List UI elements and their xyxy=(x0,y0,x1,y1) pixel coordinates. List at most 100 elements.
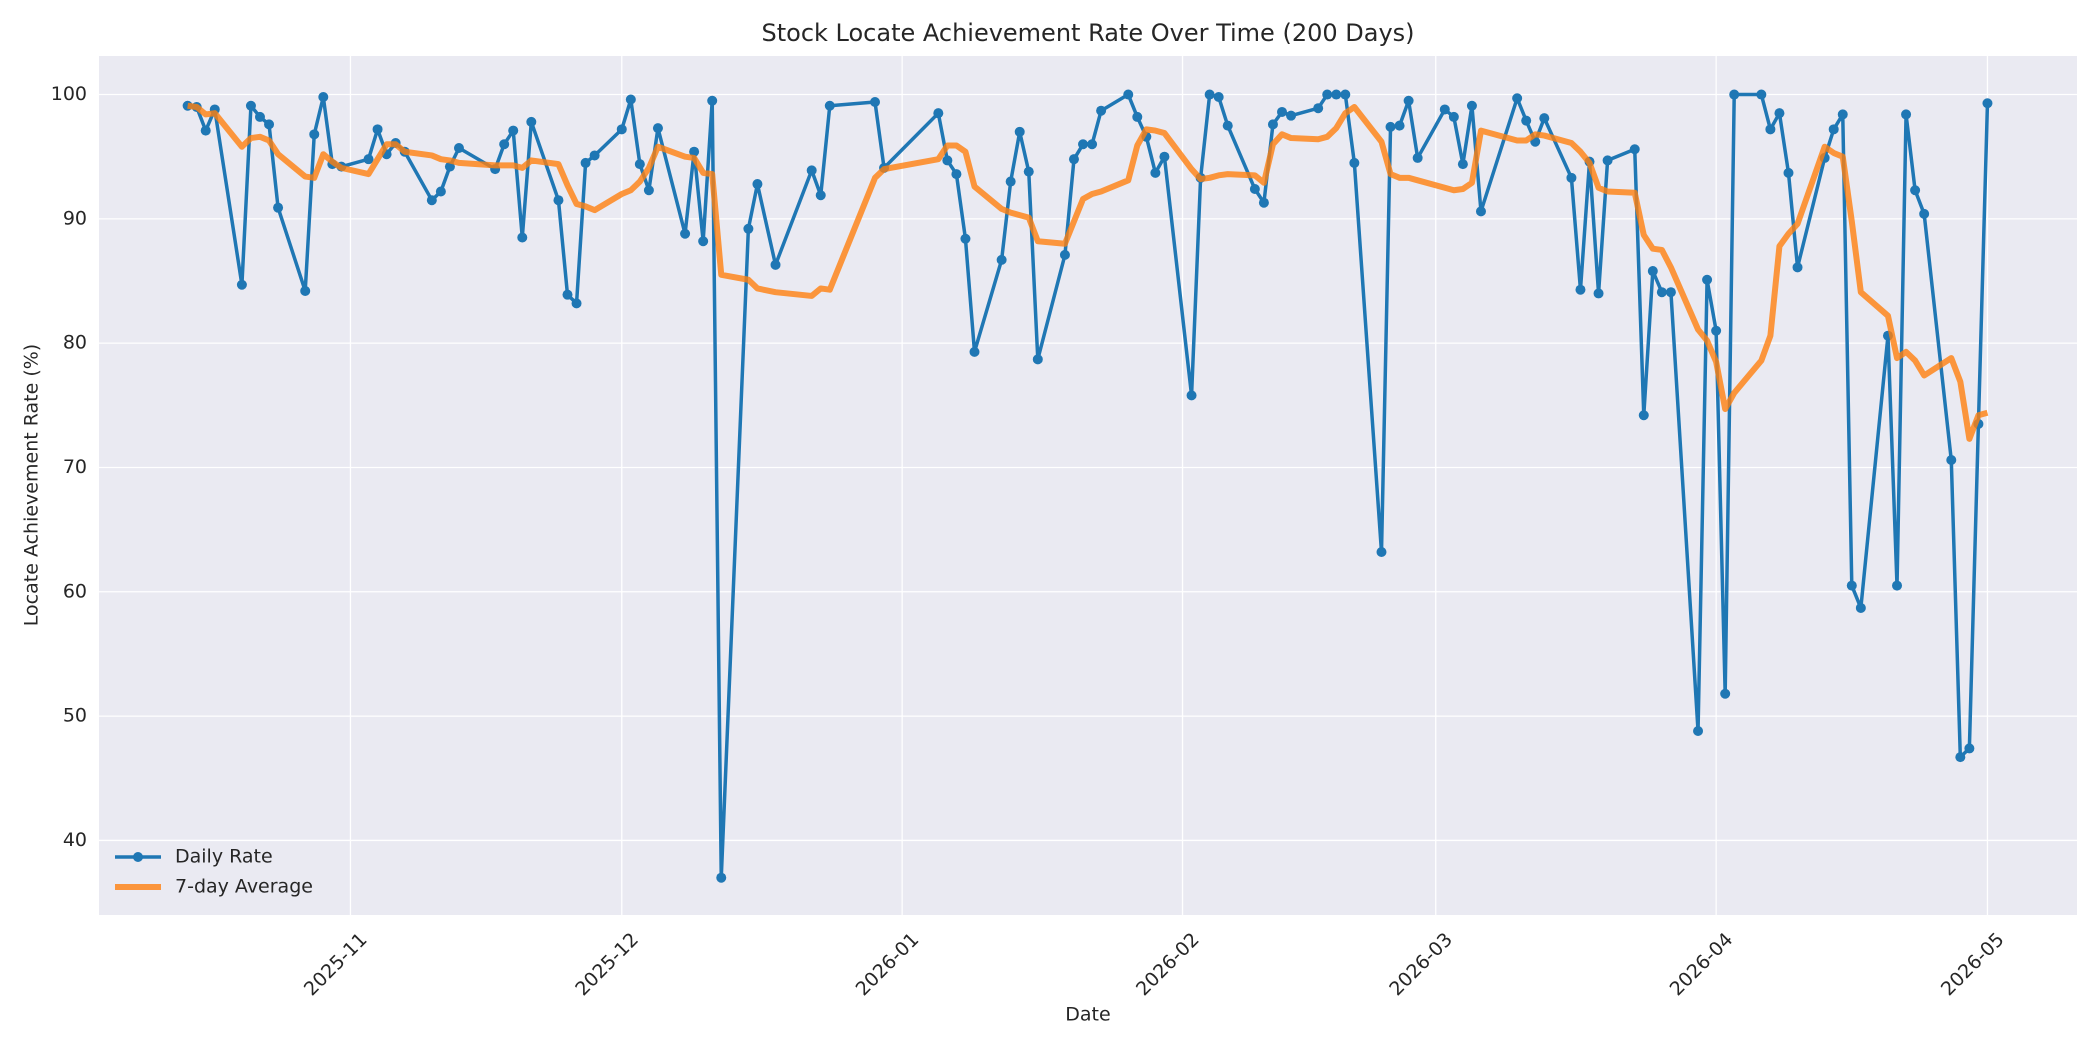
data-point xyxy=(1277,106,1288,117)
data-point xyxy=(716,872,727,883)
data-point xyxy=(300,285,311,296)
data-point xyxy=(1647,266,1658,277)
data-point xyxy=(1059,249,1070,260)
data-point xyxy=(1982,98,1993,109)
y-tick-label: 90 xyxy=(63,207,87,229)
y-tick-label: 50 xyxy=(63,705,87,727)
data-point xyxy=(372,124,383,135)
data-point xyxy=(1665,287,1676,298)
y-axis-label: Locate Achievement Rate (%) xyxy=(21,344,43,626)
data-point xyxy=(264,119,275,130)
data-point xyxy=(1376,547,1387,558)
data-point xyxy=(1946,455,1957,466)
data-point xyxy=(1340,89,1351,100)
data-point xyxy=(571,298,582,309)
data-point xyxy=(942,155,953,166)
data-point xyxy=(1711,325,1722,336)
data-point xyxy=(933,108,944,119)
data-point xyxy=(1512,93,1523,104)
data-point xyxy=(1204,89,1215,100)
data-point xyxy=(752,179,763,190)
chart-title: Stock Locate Achievement Rate Over Time … xyxy=(761,19,1414,47)
plot-area xyxy=(99,56,2077,915)
data-point xyxy=(1258,197,1269,208)
data-point xyxy=(824,100,835,111)
data-point xyxy=(1123,89,1134,100)
data-point xyxy=(996,254,1007,265)
data-point xyxy=(1846,580,1857,591)
data-point xyxy=(453,142,464,153)
data-point xyxy=(1602,155,1613,166)
data-point xyxy=(553,195,564,206)
data-point xyxy=(652,123,663,134)
data-point xyxy=(1792,262,1803,273)
data-point xyxy=(1693,726,1704,737)
data-point xyxy=(508,125,519,136)
data-point xyxy=(1249,184,1260,195)
data-point xyxy=(1466,100,1477,111)
x-tick-label: 2025-12 xyxy=(571,929,643,1001)
y-tick-label: 40 xyxy=(63,829,87,851)
x-tick-label: 2026-03 xyxy=(1385,929,1457,1001)
data-point xyxy=(1213,92,1224,103)
data-point xyxy=(1837,109,1848,120)
data-point xyxy=(1475,206,1486,217)
x-tick-label: 2026-05 xyxy=(1937,929,2009,1001)
legend-label: 7-day Average xyxy=(175,876,313,898)
data-point xyxy=(236,279,247,290)
data-point xyxy=(1702,274,1713,285)
x-axis-label: Date xyxy=(1065,1004,1110,1026)
data-point xyxy=(1783,167,1794,178)
x-tick-label: 2026-04 xyxy=(1666,929,1738,1001)
data-point xyxy=(1828,124,1839,135)
data-point xyxy=(254,111,265,122)
data-point xyxy=(1729,89,1740,100)
x-tick-label: 2026-02 xyxy=(1132,929,1204,1001)
data-point xyxy=(1394,120,1405,131)
data-point xyxy=(318,92,329,103)
data-point xyxy=(616,124,627,135)
data-point xyxy=(435,186,446,197)
x-tick-label: 2026-01 xyxy=(852,929,924,1001)
data-point xyxy=(1349,157,1360,168)
data-point xyxy=(1132,111,1143,122)
data-point xyxy=(200,125,211,136)
data-point xyxy=(743,223,754,234)
data-point xyxy=(960,233,971,244)
data-point xyxy=(1005,176,1016,187)
series-line xyxy=(187,102,1989,442)
data-point xyxy=(698,236,709,247)
data-point xyxy=(1638,410,1649,421)
data-point xyxy=(1267,119,1278,130)
data-point xyxy=(1774,108,1785,119)
data-point xyxy=(1014,126,1025,137)
data-point xyxy=(634,159,645,170)
data-point xyxy=(1032,354,1043,365)
data-point xyxy=(1331,89,1342,100)
data-point xyxy=(870,96,881,107)
data-point xyxy=(1403,95,1414,106)
data-point xyxy=(1656,287,1667,298)
legend-marker xyxy=(133,852,143,862)
data-point xyxy=(562,289,573,300)
data-point xyxy=(680,228,691,239)
data-point xyxy=(309,129,320,140)
data-point xyxy=(1720,688,1731,699)
data-point xyxy=(1096,105,1107,116)
y-tick-label: 80 xyxy=(63,332,87,354)
data-point xyxy=(689,146,700,157)
data-point xyxy=(1765,124,1776,135)
data-point xyxy=(517,232,528,243)
data-point xyxy=(1313,103,1324,114)
data-point xyxy=(1910,185,1921,196)
data-point xyxy=(1892,580,1903,591)
data-point xyxy=(1448,111,1459,122)
x-tick-label: 2025-11 xyxy=(300,929,372,1001)
data-point xyxy=(806,165,817,176)
data-point xyxy=(1964,743,1975,754)
y-tick-label: 60 xyxy=(63,580,87,602)
data-point xyxy=(707,95,718,106)
data-point xyxy=(969,346,980,357)
data-point xyxy=(815,190,826,201)
